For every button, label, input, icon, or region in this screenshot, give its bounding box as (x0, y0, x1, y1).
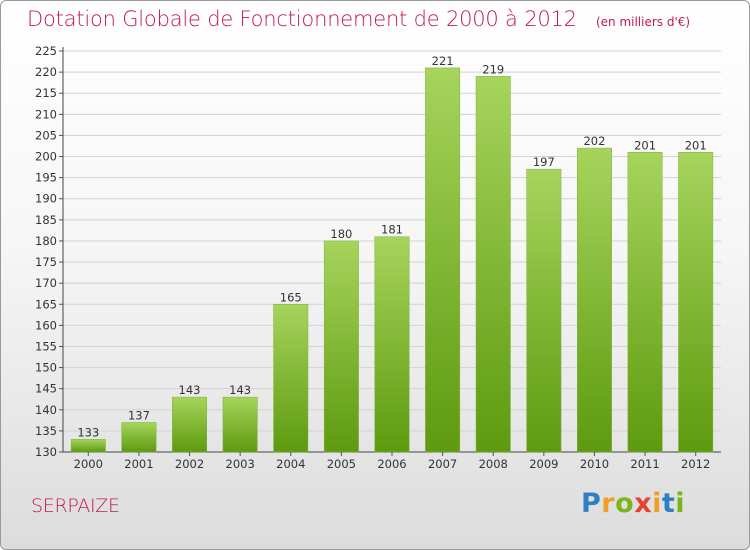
bar (526, 168, 562, 453)
y-tick-label: 190 (35, 192, 57, 206)
x-tick-label: 2000 (74, 457, 103, 471)
bar (374, 236, 410, 453)
bar (627, 152, 663, 453)
x-tick-label: 2012 (681, 457, 710, 471)
bar-value-label: 143 (229, 383, 251, 397)
bar (121, 422, 157, 453)
y-tick-label: 225 (35, 44, 57, 58)
y-tick-label: 185 (35, 213, 57, 227)
logo-letter: i (652, 488, 662, 519)
logo-letter: P (581, 488, 602, 519)
bar (273, 304, 309, 453)
bar-value-label: 221 (432, 54, 454, 68)
logo-letter: o (615, 488, 635, 519)
bar (172, 396, 207, 453)
chart-title: Dotation Globale de Fonctionnement de 20… (27, 7, 577, 31)
x-tick-label: 2004 (276, 457, 305, 471)
logo-letter: t (661, 488, 676, 519)
x-tick-label: 2009 (529, 457, 558, 471)
y-tick-label: 155 (35, 339, 57, 353)
bar-value-label: 201 (685, 138, 707, 152)
bar (323, 240, 359, 453)
logo-letter: i (675, 488, 686, 519)
y-tick-label: 170 (35, 276, 57, 290)
x-tick-label: 2001 (124, 457, 153, 471)
bar (70, 439, 106, 453)
y-tick-label: 165 (35, 297, 57, 311)
y-tick-label: 140 (35, 403, 57, 417)
bar (678, 152, 714, 453)
y-tick-label: 135 (35, 424, 57, 438)
logo-letter: x (634, 488, 653, 519)
bar-value-label: 165 (280, 290, 302, 304)
y-tick-label: 210 (35, 107, 57, 121)
y-tick-label: 130 (35, 445, 57, 459)
proxiti-logo: Proxiti (581, 488, 685, 519)
bar (425, 67, 461, 453)
bar-value-label: 202 (583, 134, 605, 148)
y-tick-label: 145 (35, 382, 57, 396)
bar-value-label: 197 (533, 155, 555, 169)
bar-value-label: 137 (128, 408, 150, 422)
y-tick-label: 220 (35, 65, 57, 79)
x-tick-label: 2006 (377, 457, 406, 471)
logo-letter: r (601, 488, 616, 519)
bar-value-label: 133 (77, 425, 99, 439)
bar (222, 396, 258, 453)
bar-value-label: 180 (330, 227, 352, 241)
bar (577, 147, 612, 453)
y-tick-label: 200 (35, 150, 57, 164)
bar-value-label: 143 (179, 383, 201, 397)
bar-value-label: 219 (482, 62, 504, 76)
y-tick-label: 215 (35, 86, 57, 100)
y-tick-label: 195 (35, 171, 57, 185)
bar (475, 76, 511, 453)
chart-unit: (en milliers d'€) (595, 15, 691, 29)
x-tick-label: 2007 (428, 457, 457, 471)
x-tick-label: 2010 (580, 457, 609, 471)
chart-title-row: Dotation Globale de Fonctionnement de 20… (27, 7, 690, 31)
x-tick-label: 2011 (630, 457, 659, 471)
x-tick-label: 2003 (226, 457, 255, 471)
bar-value-label: 181 (381, 223, 403, 237)
y-tick-label: 180 (35, 234, 57, 248)
bar-value-label: 201 (634, 138, 656, 152)
y-tick-label: 205 (35, 128, 57, 142)
y-tick-label: 160 (35, 318, 57, 332)
x-tick-label: 2005 (327, 457, 356, 471)
commune-name: SERPAIZE (31, 495, 120, 517)
x-tick-label: 2002 (175, 457, 204, 471)
x-tick-label: 2008 (479, 457, 508, 471)
y-tick-label: 175 (35, 255, 57, 269)
y-tick-label: 150 (35, 361, 57, 375)
